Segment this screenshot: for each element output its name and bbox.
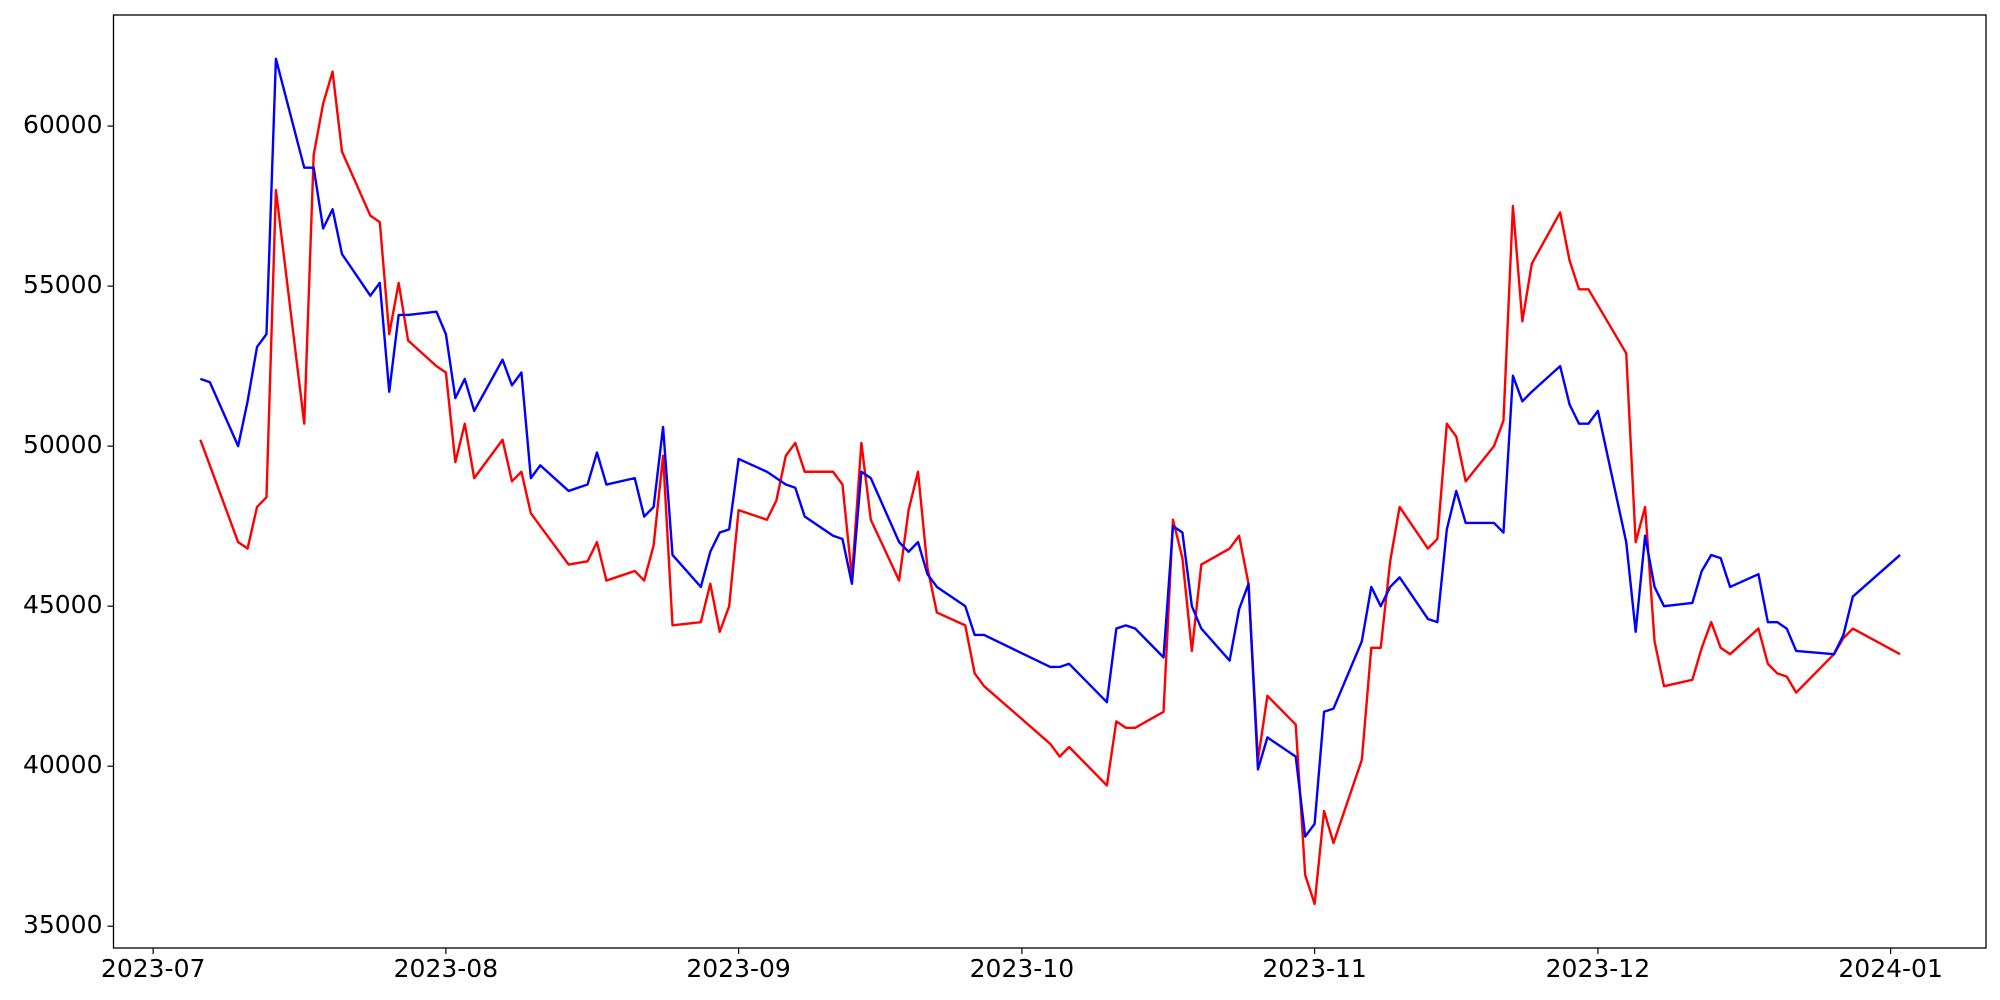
line-series <box>199 57 1901 838</box>
y-tick-label: 60000 <box>23 110 103 139</box>
plot-frame <box>112 14 1987 949</box>
x-tick-label: 2024-01 <box>1838 954 1942 983</box>
y-tick-label: 55000 <box>23 270 103 299</box>
x-tick-label: 2023-11 <box>1262 954 1366 983</box>
x-tick-label: 2023-10 <box>970 954 1074 983</box>
y-tick-label: 35000 <box>23 910 103 939</box>
y-tick-label: 40000 <box>23 750 103 779</box>
y-tick-label: 45000 <box>23 590 103 619</box>
y-tick-label: 50000 <box>23 430 103 459</box>
x-tick-label: 2023-12 <box>1546 954 1650 983</box>
x-tick-label: 2023-09 <box>686 954 790 983</box>
line-series <box>199 70 1901 906</box>
x-tick-label: 2023-08 <box>394 954 498 983</box>
x-tick-label: 2023-07 <box>101 954 205 983</box>
